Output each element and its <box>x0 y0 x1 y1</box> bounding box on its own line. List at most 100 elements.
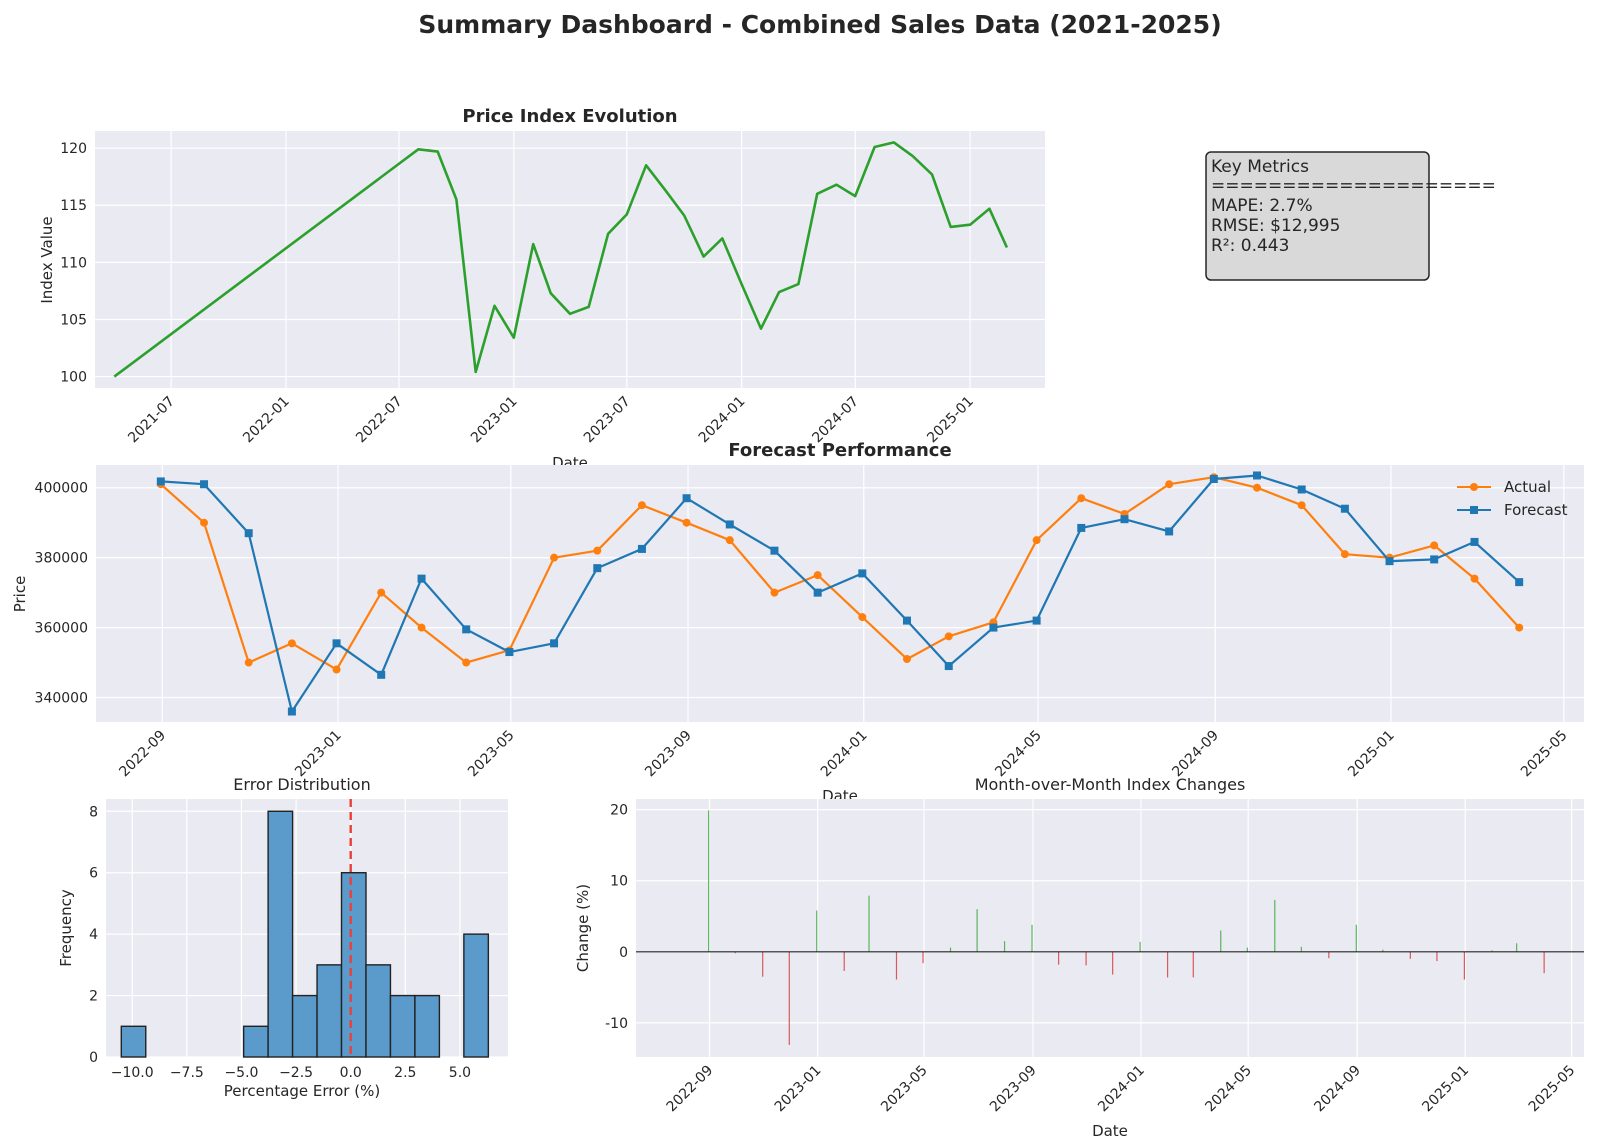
p4-xtick-label: 2024-01 <box>1095 1063 1148 1116</box>
forecast-point <box>1340 504 1349 513</box>
p4-xtick-label: 2023-09 <box>987 1063 1040 1116</box>
p4-ytick-label: 20 <box>610 803 628 819</box>
change-bar <box>1543 951 1545 974</box>
p1-xtick-label: 2023-01 <box>468 394 521 447</box>
p2-xtick-label: 2024-05 <box>992 728 1045 781</box>
mom-plot-area <box>636 799 1584 1057</box>
change-bar <box>843 951 845 971</box>
forecast-point <box>287 707 296 716</box>
change-bar <box>1058 951 1060 965</box>
key-metrics-frame <box>1205 151 1430 281</box>
histogram-bar <box>267 810 294 1058</box>
change-bar <box>788 951 790 1045</box>
error-dist-title: Error Distribution <box>233 775 370 794</box>
actual-point <box>682 518 691 527</box>
p3-xtick-label: −2.5 <box>279 1065 313 1081</box>
forecast-title: Forecast Performance <box>728 440 951 461</box>
mom-title: Month-over-Month Index Changes <box>975 775 1246 794</box>
histogram-bar <box>365 964 392 1058</box>
p1-xtick-label: 2025-01 <box>924 394 977 447</box>
actual-point <box>200 518 209 527</box>
mom-marks <box>636 810 1584 1045</box>
forecast-point <box>156 477 165 486</box>
error-dist-marks <box>120 799 490 1058</box>
forecast-point <box>1297 485 1306 494</box>
dashboard-title: Summary Dashboard - Combined Sales Data … <box>418 10 1221 39</box>
actual-point <box>725 536 734 545</box>
forecast-marks <box>156 471 1524 716</box>
forecast-point <box>200 480 209 489</box>
price-index-ylabel: Index Value <box>38 216 56 303</box>
actual-point <box>417 623 426 632</box>
forecast-point <box>332 639 341 648</box>
actual-point <box>1430 541 1439 550</box>
p4-xtick-label: 2025-01 <box>1419 1063 1472 1116</box>
p2-xtick-label: 2022-09 <box>116 728 169 781</box>
p3-xtick-label: −5.0 <box>224 1065 258 1081</box>
p2-xtick-label: 2024-01 <box>818 728 871 781</box>
p2-ytick-label: 400000 <box>35 481 88 497</box>
change-bar <box>816 910 818 952</box>
forecast-point <box>813 588 822 597</box>
change-bar <box>1382 949 1384 952</box>
forecast-point <box>1120 515 1129 524</box>
forecast-point <box>244 529 253 538</box>
actual-point <box>1297 501 1306 510</box>
actual-point <box>813 571 822 580</box>
forecast-point <box>944 662 953 671</box>
p3-xtick-label: 5.0 <box>449 1065 471 1081</box>
change-bar <box>734 951 736 954</box>
p3-ytick-label: 4 <box>89 927 98 943</box>
forecast-series-line <box>160 474 1520 713</box>
change-bar <box>949 947 952 952</box>
forecast-point <box>1385 557 1394 566</box>
change-bar <box>1112 951 1114 975</box>
error-dist-xticks: −10.0 −7.5 −5.0 −2.5 0.0 2.5 5.0 <box>111 1065 471 1081</box>
forecast-legend: Actual Forecast <box>1457 478 1568 519</box>
forecast-point <box>550 639 559 648</box>
key-metrics-rmse: RMSE: $12,995 <box>1211 216 1340 236</box>
p1-ytick-label: 110 <box>60 255 87 271</box>
p1-xtick-label: 2023-07 <box>581 394 634 447</box>
forecast-point <box>682 494 691 503</box>
change-bar <box>1300 946 1302 952</box>
p1-ytick-label: 120 <box>60 141 87 157</box>
p4-xtick-label: 2025-05 <box>1526 1063 1579 1116</box>
change-bar <box>1355 924 1357 952</box>
legend-actual-marker <box>1470 483 1478 491</box>
change-bar <box>708 810 710 952</box>
key-metrics-heading: Key Metrics <box>1211 157 1309 177</box>
mom-xlabel: Date <box>1092 1122 1128 1140</box>
histogram-bar <box>242 1025 269 1058</box>
legend-actual-label: Actual <box>1504 478 1551 496</box>
actual-point <box>1340 550 1349 559</box>
p4-xtick-label: 2023-05 <box>878 1063 931 1116</box>
error-dist-panel: 0 2 4 6 8 −10.0 −7.5 −5.0 −2.5 0.0 2.5 5.0 Error D… <box>57 775 508 1100</box>
p2-ytick-label: 340000 <box>35 691 88 707</box>
change-bar <box>1192 951 1194 978</box>
actual-point <box>377 588 386 597</box>
actual-point <box>858 613 867 622</box>
forecast-grid <box>96 465 1584 722</box>
p2-xtick-label: 2025-05 <box>1518 728 1571 781</box>
actual-point <box>1165 480 1174 489</box>
histogram-bar <box>120 1025 147 1058</box>
actual-point <box>1470 574 1479 583</box>
forecast-point <box>417 574 426 583</box>
error-dist-yticks: 0 2 4 6 8 <box>89 804 98 1066</box>
forecast-point <box>637 544 646 553</box>
actual-point <box>244 658 253 667</box>
change-bar <box>1274 899 1276 952</box>
key-metrics-separator: ==================== <box>1211 176 1496 196</box>
change-bar <box>762 951 764 977</box>
actual-point <box>1253 483 1262 492</box>
price-index-grid <box>95 131 1045 388</box>
forecast-point <box>1209 474 1218 483</box>
actual-point <box>1077 494 1086 503</box>
forecast-yticks: 340000 360000 380000 400000 <box>35 481 88 707</box>
change-bar <box>1246 947 1248 952</box>
forecast-ylabel: Price <box>11 576 29 613</box>
key-metrics-box: Key Metrics ==================== MAPE: 2… <box>1205 151 1496 281</box>
